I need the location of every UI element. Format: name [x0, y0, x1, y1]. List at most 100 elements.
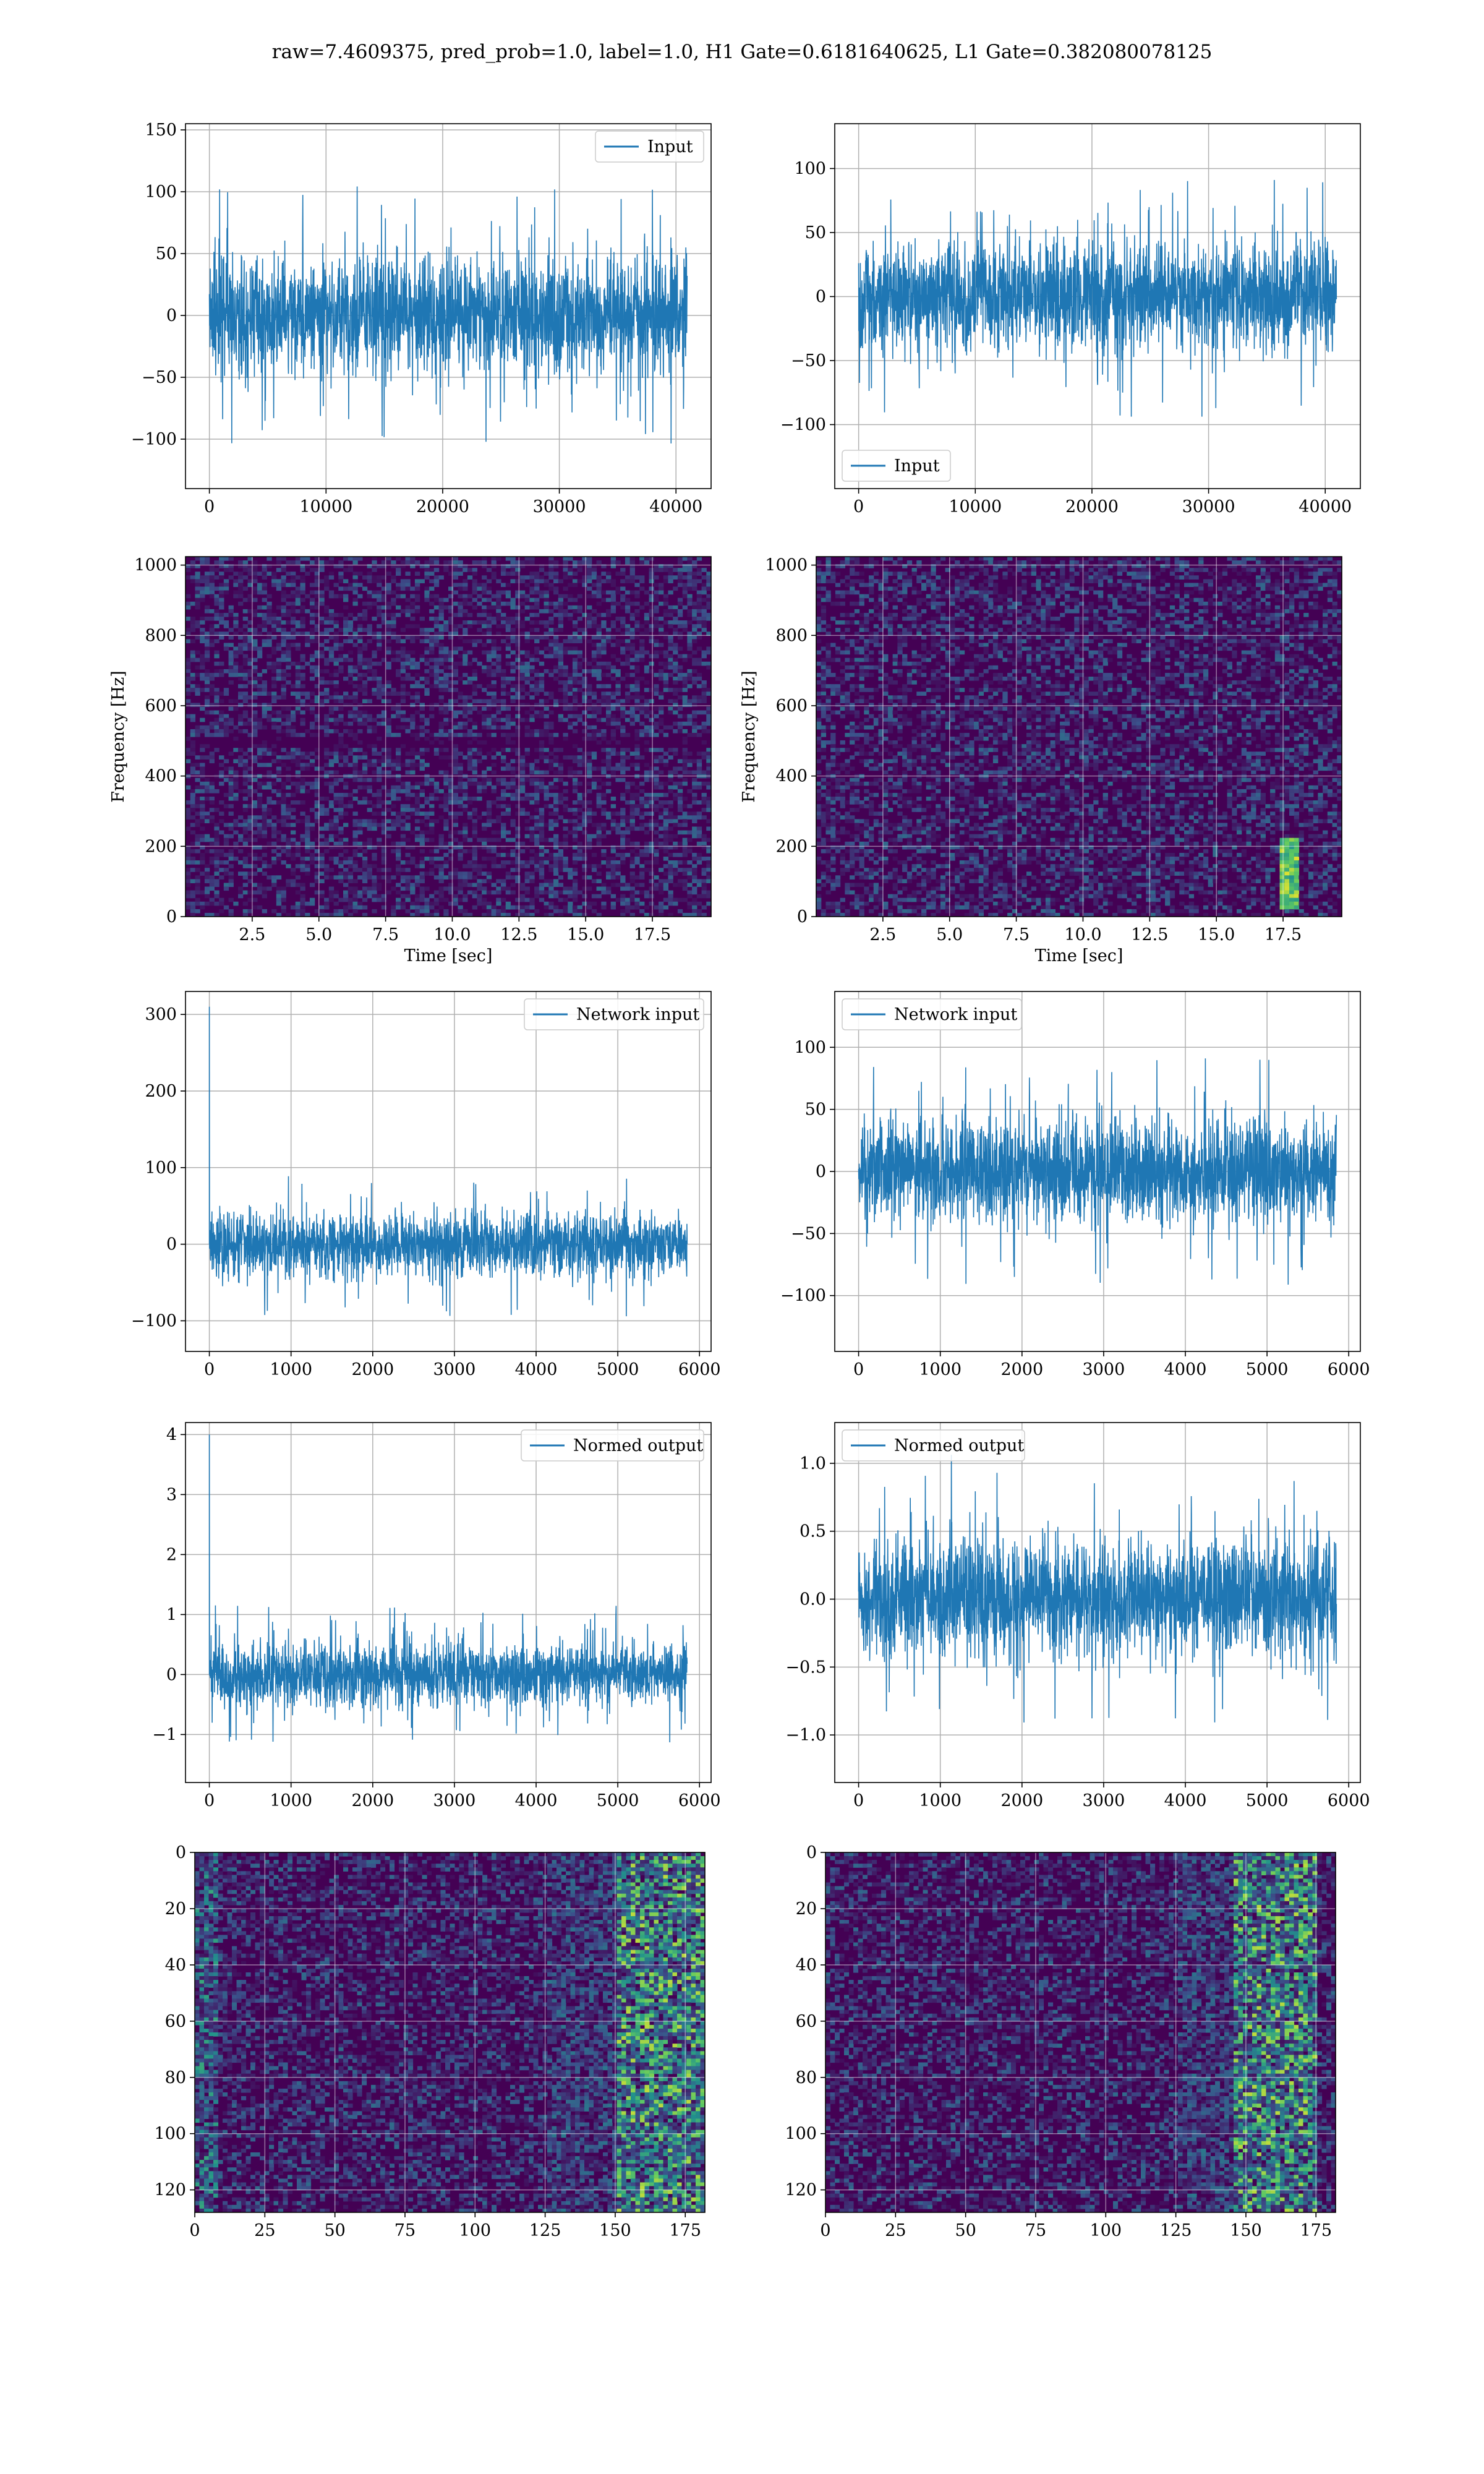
x-tick-label: 10000	[949, 497, 1002, 516]
y-tick-label: 2	[166, 1545, 177, 1564]
heatmap-cells	[186, 557, 711, 917]
x-tick-label: 175	[1300, 2221, 1332, 2240]
y-tick-label: −50	[142, 368, 177, 387]
x-tick-label: 20000	[1065, 497, 1119, 516]
y-tick-label: 800	[775, 626, 808, 645]
x-tick-label: 1000	[270, 1360, 312, 1379]
axes-frame	[185, 123, 712, 489]
x-tick-label: 6000	[1328, 1791, 1370, 1810]
x-tick-label: 5000	[1246, 1360, 1289, 1379]
x-tick-label: 3000	[433, 1360, 476, 1379]
x-tick-label: 50	[324, 2221, 345, 2240]
series-line-0	[208, 1006, 688, 1317]
x-tick-label: 25	[885, 2221, 906, 2240]
y-tick-label: 100	[794, 1038, 826, 1057]
axes-frame	[834, 1422, 1361, 1783]
y-tick-label: 80	[165, 2068, 186, 2087]
x-tick-label: 4000	[515, 1360, 558, 1379]
y-tick-label: 150	[145, 121, 177, 140]
y-tick-label: 1000	[765, 556, 808, 575]
x-tick-label: 6000	[678, 1360, 721, 1379]
legend: Network input	[524, 998, 704, 1030]
y-tick-label: 50	[156, 244, 177, 263]
y-tick-label: 0	[806, 1843, 817, 1862]
y-tick-label: 50	[805, 1100, 826, 1119]
y-tick-label: 100	[785, 2125, 817, 2144]
y-axis-label: Frequency [Hz]	[109, 670, 128, 802]
series-line-0	[208, 186, 688, 444]
legend: Input	[842, 450, 951, 482]
x-tick-label: 20000	[416, 497, 469, 516]
y-tick-label: 100	[145, 182, 177, 202]
axes-frame	[825, 1852, 1336, 2213]
y-tick-label: −100	[131, 1311, 177, 1330]
x-tick-label: 2.5	[239, 925, 265, 944]
y-tick-label: 0	[166, 1665, 177, 1684]
x-tick-label: 0	[853, 1791, 864, 1810]
y-tick-label: 0.5	[800, 1522, 826, 1541]
x-tick-label: 0	[820, 2221, 830, 2240]
y-tick-label: 1000	[134, 556, 177, 575]
y-tick-label: 20	[165, 1899, 186, 1919]
y-tick-label: 60	[165, 2012, 186, 2031]
x-tick-label: 5000	[1246, 1791, 1289, 1810]
y-tick-label: −50	[791, 351, 826, 370]
y-tick-label: 20	[796, 1899, 817, 1919]
network-input-left-plot: 0 1000 2000 3000 4000 5000 6000 −100 0 100 200 300 N…	[131, 991, 721, 1379]
series-line-0	[208, 1434, 688, 1743]
feature-map-right-plot: 0 25 50 75 100 125 150 175 0 20 40 60 80 100 120	[785, 1843, 1336, 2240]
input-left-plot: 0 10000 20000 30000 40000 −100 −50 0 50 100 150 Inp…	[131, 121, 712, 516]
legend: Normed output	[521, 1429, 704, 1462]
y-tick-label: −100	[780, 1286, 826, 1306]
axes-frame	[834, 123, 1361, 489]
x-tick-label: 17.5	[1264, 925, 1302, 944]
y-tick-label: 100	[145, 1158, 177, 1178]
x-tick-label: 10.0	[1064, 925, 1101, 944]
y-tick-label: 800	[145, 626, 177, 645]
legend-label: Network input	[576, 1005, 699, 1024]
grid	[816, 557, 1342, 917]
axes-frame	[185, 991, 712, 1352]
y-tick-label: 3	[166, 1485, 177, 1504]
grid	[195, 1852, 705, 2212]
y-tick-label: −100	[780, 415, 826, 434]
y-tick-label: 600	[145, 696, 177, 716]
x-tick-label: 30000	[1182, 497, 1235, 516]
x-tick-label: 0	[204, 497, 215, 516]
x-tick-label: 3000	[433, 1791, 476, 1810]
y-tick-label: −0.5	[785, 1658, 826, 1677]
axes-frame	[194, 1852, 706, 2213]
x-tick-label: 0	[853, 497, 864, 516]
x-tick-label: 0	[204, 1791, 215, 1810]
x-tick-label: 6000	[678, 1791, 721, 1810]
x-tick-label: 4000	[1164, 1791, 1207, 1810]
legend-label: Normed output	[894, 1436, 1024, 1455]
x-tick-label: 1000	[919, 1791, 962, 1810]
x-tick-label: 0	[189, 2221, 200, 2240]
x-tick-label: 25	[254, 2221, 275, 2240]
legend: Input	[595, 131, 704, 163]
x-tick-label: 7.5	[372, 925, 399, 944]
y-tick-label: 4	[166, 1425, 177, 1444]
y-tick-label: 200	[145, 1082, 177, 1101]
axes-frame	[185, 556, 712, 917]
x-tick-label: 4000	[515, 1791, 558, 1810]
y-tick-label: −100	[131, 430, 177, 449]
x-tick-label: 10000	[299, 497, 352, 516]
y-tick-label: 40	[796, 1956, 817, 1975]
y-tick-label: 100	[154, 2125, 186, 2144]
x-tick-label: 5.0	[305, 925, 332, 944]
figure-title: raw=7.4609375, pred_prob=1.0, label=1.0,…	[0, 41, 1484, 63]
x-tick-label: 5000	[597, 1360, 639, 1379]
normed-output-left-plot: 0 1000 2000 3000 4000 5000 6000 −1 0 1 2 3 4 Normed o…	[152, 1422, 721, 1810]
x-tick-label: 2000	[351, 1791, 394, 1810]
x-tick-label: 10.0	[433, 925, 471, 944]
x-tick-label: 175	[669, 2221, 701, 2240]
x-tick-label: 17.5	[634, 925, 671, 944]
y-tick-label: 200	[775, 837, 808, 856]
spectrogram-left-plot: 2.5 5.0 7.5 10.0 12.5 15.0 17.5 0 200 400 600 800 10…	[109, 556, 712, 965]
legend-label: Network input	[894, 1005, 1017, 1024]
heatmap-cells	[816, 557, 1342, 917]
x-tick-label: 3000	[1083, 1791, 1125, 1810]
y-axis-label: Frequency [Hz]	[740, 670, 759, 802]
